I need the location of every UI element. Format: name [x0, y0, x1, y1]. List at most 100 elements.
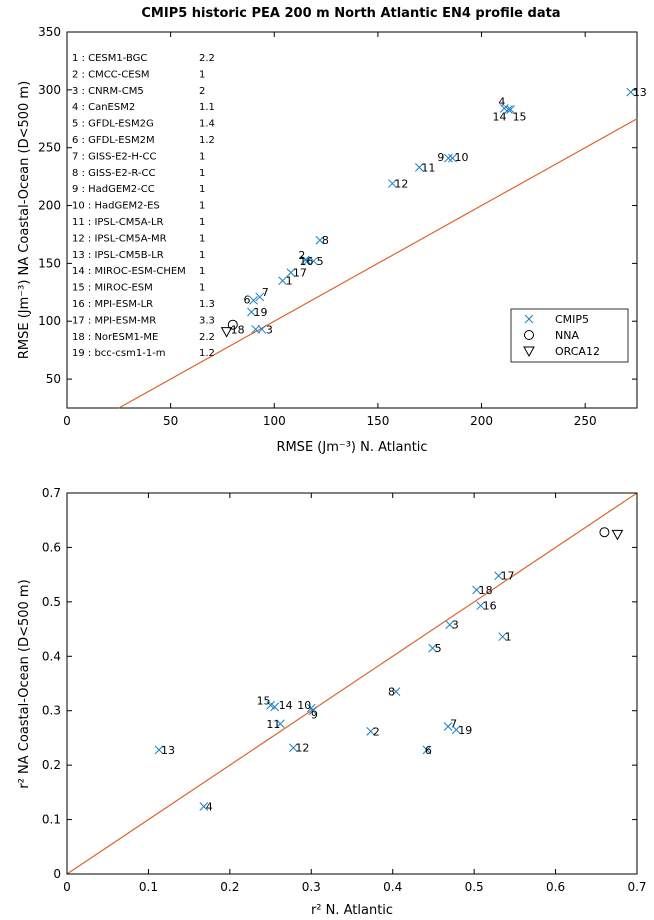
- bot-point-11: [275, 719, 285, 729]
- top-point-label-8: 8: [322, 234, 329, 247]
- bot-x-tick-label: 0.5: [465, 880, 484, 894]
- bot-orca12-marker: [611, 529, 624, 541]
- bot-y-tick-label: 0.5: [42, 595, 61, 609]
- model-list-value-10: 1: [199, 201, 205, 212]
- model-list-label-9: 9 : HadGEM2-CC: [72, 184, 155, 195]
- model-list-label-16: 16 : MPI-ESM-LR: [72, 299, 153, 310]
- top-point-7: [255, 292, 265, 302]
- bot-point-label-9: 9: [311, 709, 318, 722]
- bot-x-tick-label: 0: [63, 880, 71, 894]
- model-list-value-4: 1.1: [199, 102, 215, 113]
- top-nna-marker: [227, 319, 238, 330]
- legend-label-orca12: ORCA12: [555, 345, 600, 358]
- top-point-6: [249, 296, 258, 305]
- top-point-5: [309, 256, 319, 266]
- bot-point-label-19: 19: [458, 724, 472, 737]
- top-point-9: [444, 153, 453, 163]
- bot-point-4: [199, 802, 209, 811]
- bot-point-label-3: 3: [452, 619, 459, 632]
- bot-point-label-2: 2: [373, 725, 380, 738]
- bottom-y-axis-label: r² NA Coastal-Ocean (D<500 m): [17, 579, 32, 788]
- top-point-label-16: 16: [299, 255, 313, 268]
- bot-y-tick-label: 0.7: [42, 486, 61, 500]
- top-point-label-3: 3: [266, 323, 273, 336]
- bot-point-label-4: 4: [206, 801, 213, 814]
- top-point-13: [626, 87, 636, 97]
- model-list-value-5: 1.4: [199, 119, 215, 130]
- top-y-tick-label: 350: [38, 25, 61, 39]
- top-x-axis-label: RMSE (Jm⁻³) N. Atlantic: [276, 440, 427, 455]
- model-list-value-6: 1.2: [199, 135, 215, 146]
- model-list-label-13: 13 : IPSL-CM5B-LR: [72, 250, 164, 261]
- bottom-x-axis-label: r² N. Atlantic: [311, 903, 393, 918]
- top-point-11: [415, 163, 424, 172]
- top-y-tick-label: 100: [38, 314, 61, 328]
- model-list-value-11: 1: [199, 217, 205, 228]
- top-point-1: [278, 276, 287, 286]
- model-list-label-7: 7 : GISS-E2-H-CC: [72, 151, 156, 162]
- top-point-8: [315, 235, 325, 245]
- figure-title: CMIP5 historic PEA 200 m North Atlantic …: [141, 6, 560, 21]
- model-list-label-12: 12 : IPSL-CM5A-MR: [72, 233, 167, 244]
- top-point-label-13: 13: [633, 86, 647, 99]
- model-list-label-8: 8 : GISS-E2-R-CC: [72, 168, 156, 179]
- bot-point-18: [472, 585, 481, 595]
- model-list-value-9: 1: [199, 184, 205, 195]
- bot-point-9: [308, 706, 318, 716]
- top-y-tick-label: 150: [38, 256, 61, 270]
- top-x-tick-label: 50: [163, 414, 178, 428]
- model-list-value-8: 1: [199, 168, 205, 179]
- bot-point-5: [428, 643, 437, 653]
- top-point-14: [504, 105, 513, 114]
- model-list-value-13: 1: [199, 250, 205, 261]
- bot-x-tick-label: 0.2: [220, 880, 239, 894]
- top-one-to-one-line: [118, 118, 638, 409]
- bot-point-2: [366, 727, 376, 736]
- top-point-label-5: 5: [317, 255, 324, 268]
- top-y-tick-label: 50: [46, 372, 61, 386]
- bot-point-label-17: 17: [501, 570, 515, 583]
- bot-y-tick-label: 0.1: [42, 813, 61, 827]
- model-list-label-1: 1 : CESM1-BGC: [72, 53, 147, 64]
- top-point-18: [251, 324, 260, 334]
- bot-point-15: [266, 700, 275, 710]
- top-point-label-17: 17: [293, 267, 307, 280]
- model-list-value-17: 3.3: [199, 315, 215, 326]
- bot-point-8: [391, 687, 401, 697]
- top-x-ticks: 0 50 100 150 200 250: [63, 32, 597, 428]
- top-point-12: [388, 179, 397, 188]
- model-list-label-19: 19 : bcc-csm1-1-m: [72, 348, 166, 359]
- legend-marker-cmip5: [524, 314, 534, 324]
- bot-x-tick-label: 0.1: [139, 880, 158, 894]
- model-list-label-14: 14 : MIROC-ESM-CHEM: [72, 266, 186, 277]
- model-list-label-6: 6 : GFDL-ESM2M: [72, 135, 155, 146]
- bot-point-label-12: 12: [295, 742, 309, 755]
- model-list-value-7: 1: [199, 151, 205, 162]
- top-point-label-19: 19: [253, 306, 267, 319]
- bot-y-tick-label: 0: [53, 867, 61, 881]
- bot-point-label-5: 5: [435, 642, 442, 655]
- bot-point-label-13: 13: [161, 744, 175, 757]
- model-list-label-18: 18 : NorESM1-ME: [72, 332, 158, 343]
- model-list-label-10: 10 : HadGEM2-ES: [72, 201, 160, 212]
- top-orca12-marker: [220, 327, 233, 338]
- bot-x-tick-label: 0.6: [546, 880, 565, 894]
- bot-point-19: [451, 725, 461, 735]
- legend-marker-nna: [524, 330, 534, 340]
- model-list-value-16: 1.3: [199, 299, 215, 310]
- model-list-value-15: 1: [199, 283, 205, 294]
- top-point-17: [286, 268, 296, 277]
- bot-nna-marker: [599, 527, 610, 538]
- top-point-15: [506, 105, 515, 114]
- top-point-3: [257, 324, 267, 334]
- top-point-label-6: 6: [244, 293, 251, 306]
- top-y-tick-label: 300: [38, 83, 61, 97]
- legend-label-nna: NNA: [555, 329, 579, 342]
- model-list-label-17: 17 : MPI-ESM-MR: [72, 315, 156, 326]
- bot-point-label-6: 6: [425, 744, 432, 757]
- bot-point-7: [443, 722, 453, 731]
- top-legend: CMIP5 NNA ORCA12: [510, 308, 629, 363]
- top-chart: 0 50 100 150 200 250 50 100 150 200 250 300 350 1 :…: [17, 25, 647, 455]
